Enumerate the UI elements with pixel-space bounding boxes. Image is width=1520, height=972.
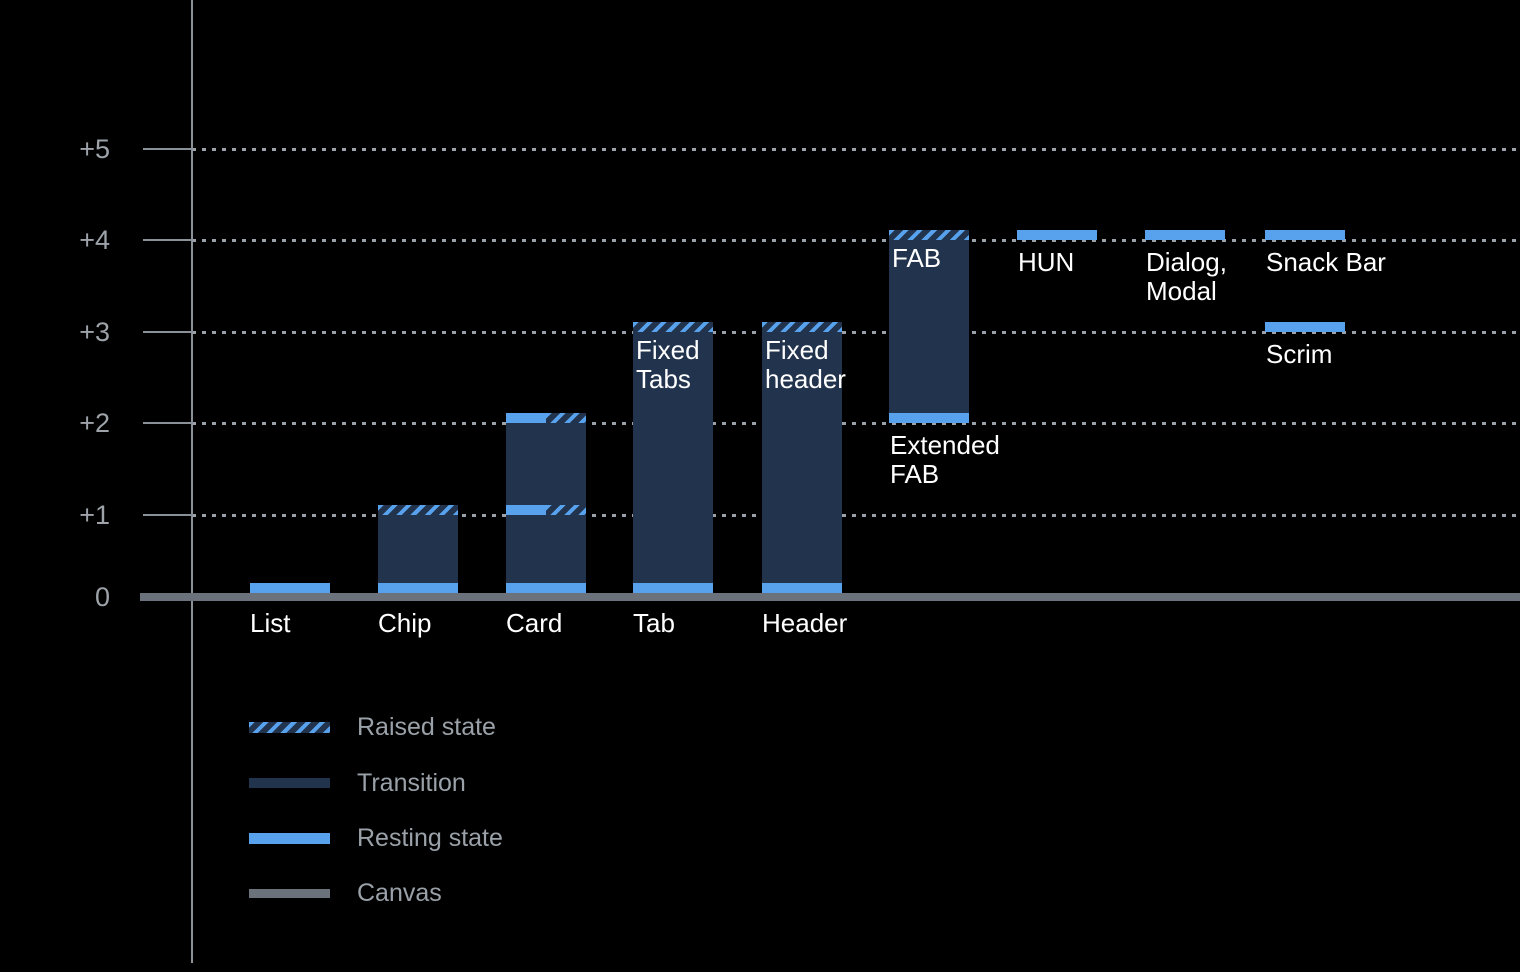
bar-label-chip: Chip — [378, 608, 432, 638]
bar-label-card: Card — [506, 608, 563, 638]
bar-segment-raised-fab — [889, 230, 969, 240]
bar-segment-resting-hun — [1017, 230, 1097, 240]
legend-item-resting: Resting state — [249, 824, 503, 852]
bar-segment-transition-fab — [889, 240, 969, 413]
y-tick-label-plus3: +3 — [79, 317, 110, 347]
bar-segment-transition-tab — [633, 332, 713, 583]
bar-segment-resting-card — [506, 583, 586, 593]
bar-under-label-fab: Extended FAB — [890, 430, 1000, 489]
bar-segment-raised-tab — [633, 322, 713, 332]
y-tick-label-plus5: +5 — [79, 134, 110, 164]
legend-item-transition: Transition — [249, 769, 466, 797]
legend-label-raised: Raised state — [357, 712, 496, 741]
legend-label-resting: Resting state — [357, 823, 503, 852]
bar-segment-resting-header — [762, 583, 842, 593]
gridline-plus4 — [192, 239, 1520, 242]
legend-label-transition: Transition — [357, 768, 466, 797]
legend-item-canvas: Canvas — [249, 879, 442, 907]
bar-inner-label-fab: FAB — [892, 243, 942, 273]
bar-segment-transition-card — [506, 423, 586, 505]
bar-segment-transition-header — [762, 332, 842, 583]
bar-segment-transition-chip — [378, 515, 458, 583]
bar-segment-resting-tab — [633, 583, 713, 593]
bar-under-label-dialog-modal: Dialog, Modal — [1146, 247, 1227, 306]
raised-half — [546, 505, 586, 515]
canvas-swatch-icon — [249, 888, 330, 898]
gridline-plus5 — [192, 148, 1520, 151]
canvas-baseline — [140, 593, 1520, 601]
bar-inner-label-header: Fixed header — [765, 335, 846, 394]
bar-segment-resting-chip — [378, 583, 458, 593]
bar-under-label-snack-bar: Snack Bar — [1266, 247, 1386, 277]
bar-segment-raised-chip — [378, 505, 458, 515]
y-tick-label-plus1: +1 — [79, 500, 110, 530]
bar-label-header: Header — [762, 608, 848, 638]
y-tick-plus3 — [143, 331, 193, 333]
y-tick-plus4 — [143, 239, 193, 241]
y-tick-label-plus4: +4 — [79, 225, 110, 255]
bar-segment-resting-dialog-modal — [1145, 230, 1225, 240]
bar-inner-label-tab: Fixed Tabs — [636, 335, 700, 394]
raised-state-swatch-icon — [249, 721, 330, 733]
y-tick-plus5 — [143, 148, 193, 150]
resting-state-swatch-icon — [249, 832, 330, 844]
gridline-plus3 — [192, 331, 1520, 334]
y-tick-plus2 — [143, 422, 193, 424]
bar-label-list: List — [250, 608, 291, 638]
gridline-plus1 — [192, 514, 1520, 517]
y-tick-plus1 — [143, 514, 193, 516]
bar-segment-transition-card — [506, 515, 586, 583]
bar-segment-resting-scrim — [1265, 322, 1345, 332]
bar-segment-resting-fab — [889, 413, 969, 423]
y-tick-label-0: 0 — [94, 582, 110, 612]
y-axis-line — [191, 0, 193, 963]
bar-segment-resting-list — [250, 583, 330, 593]
bar-segment-raised-header — [762, 322, 842, 332]
bar-under-label-hun: HUN — [1018, 247, 1075, 277]
resting-half — [506, 505, 546, 515]
gridline-plus2 — [192, 422, 1520, 425]
legend-label-canvas: Canvas — [357, 878, 442, 907]
bar-under-label-scrim: Scrim — [1266, 339, 1333, 369]
bar-segment-resting-snack-bar — [1265, 230, 1345, 240]
resting-half — [506, 413, 546, 423]
bar-label-tab: Tab — [633, 608, 675, 638]
transition-swatch-icon — [249, 778, 330, 788]
bar-segment-resting-raised-card — [506, 505, 586, 515]
raised-half — [546, 413, 586, 423]
y-tick-label-plus2: +2 — [79, 408, 110, 438]
legend-item-raised: Raised state — [249, 713, 496, 741]
bar-segment-resting-raised-card — [506, 413, 586, 423]
